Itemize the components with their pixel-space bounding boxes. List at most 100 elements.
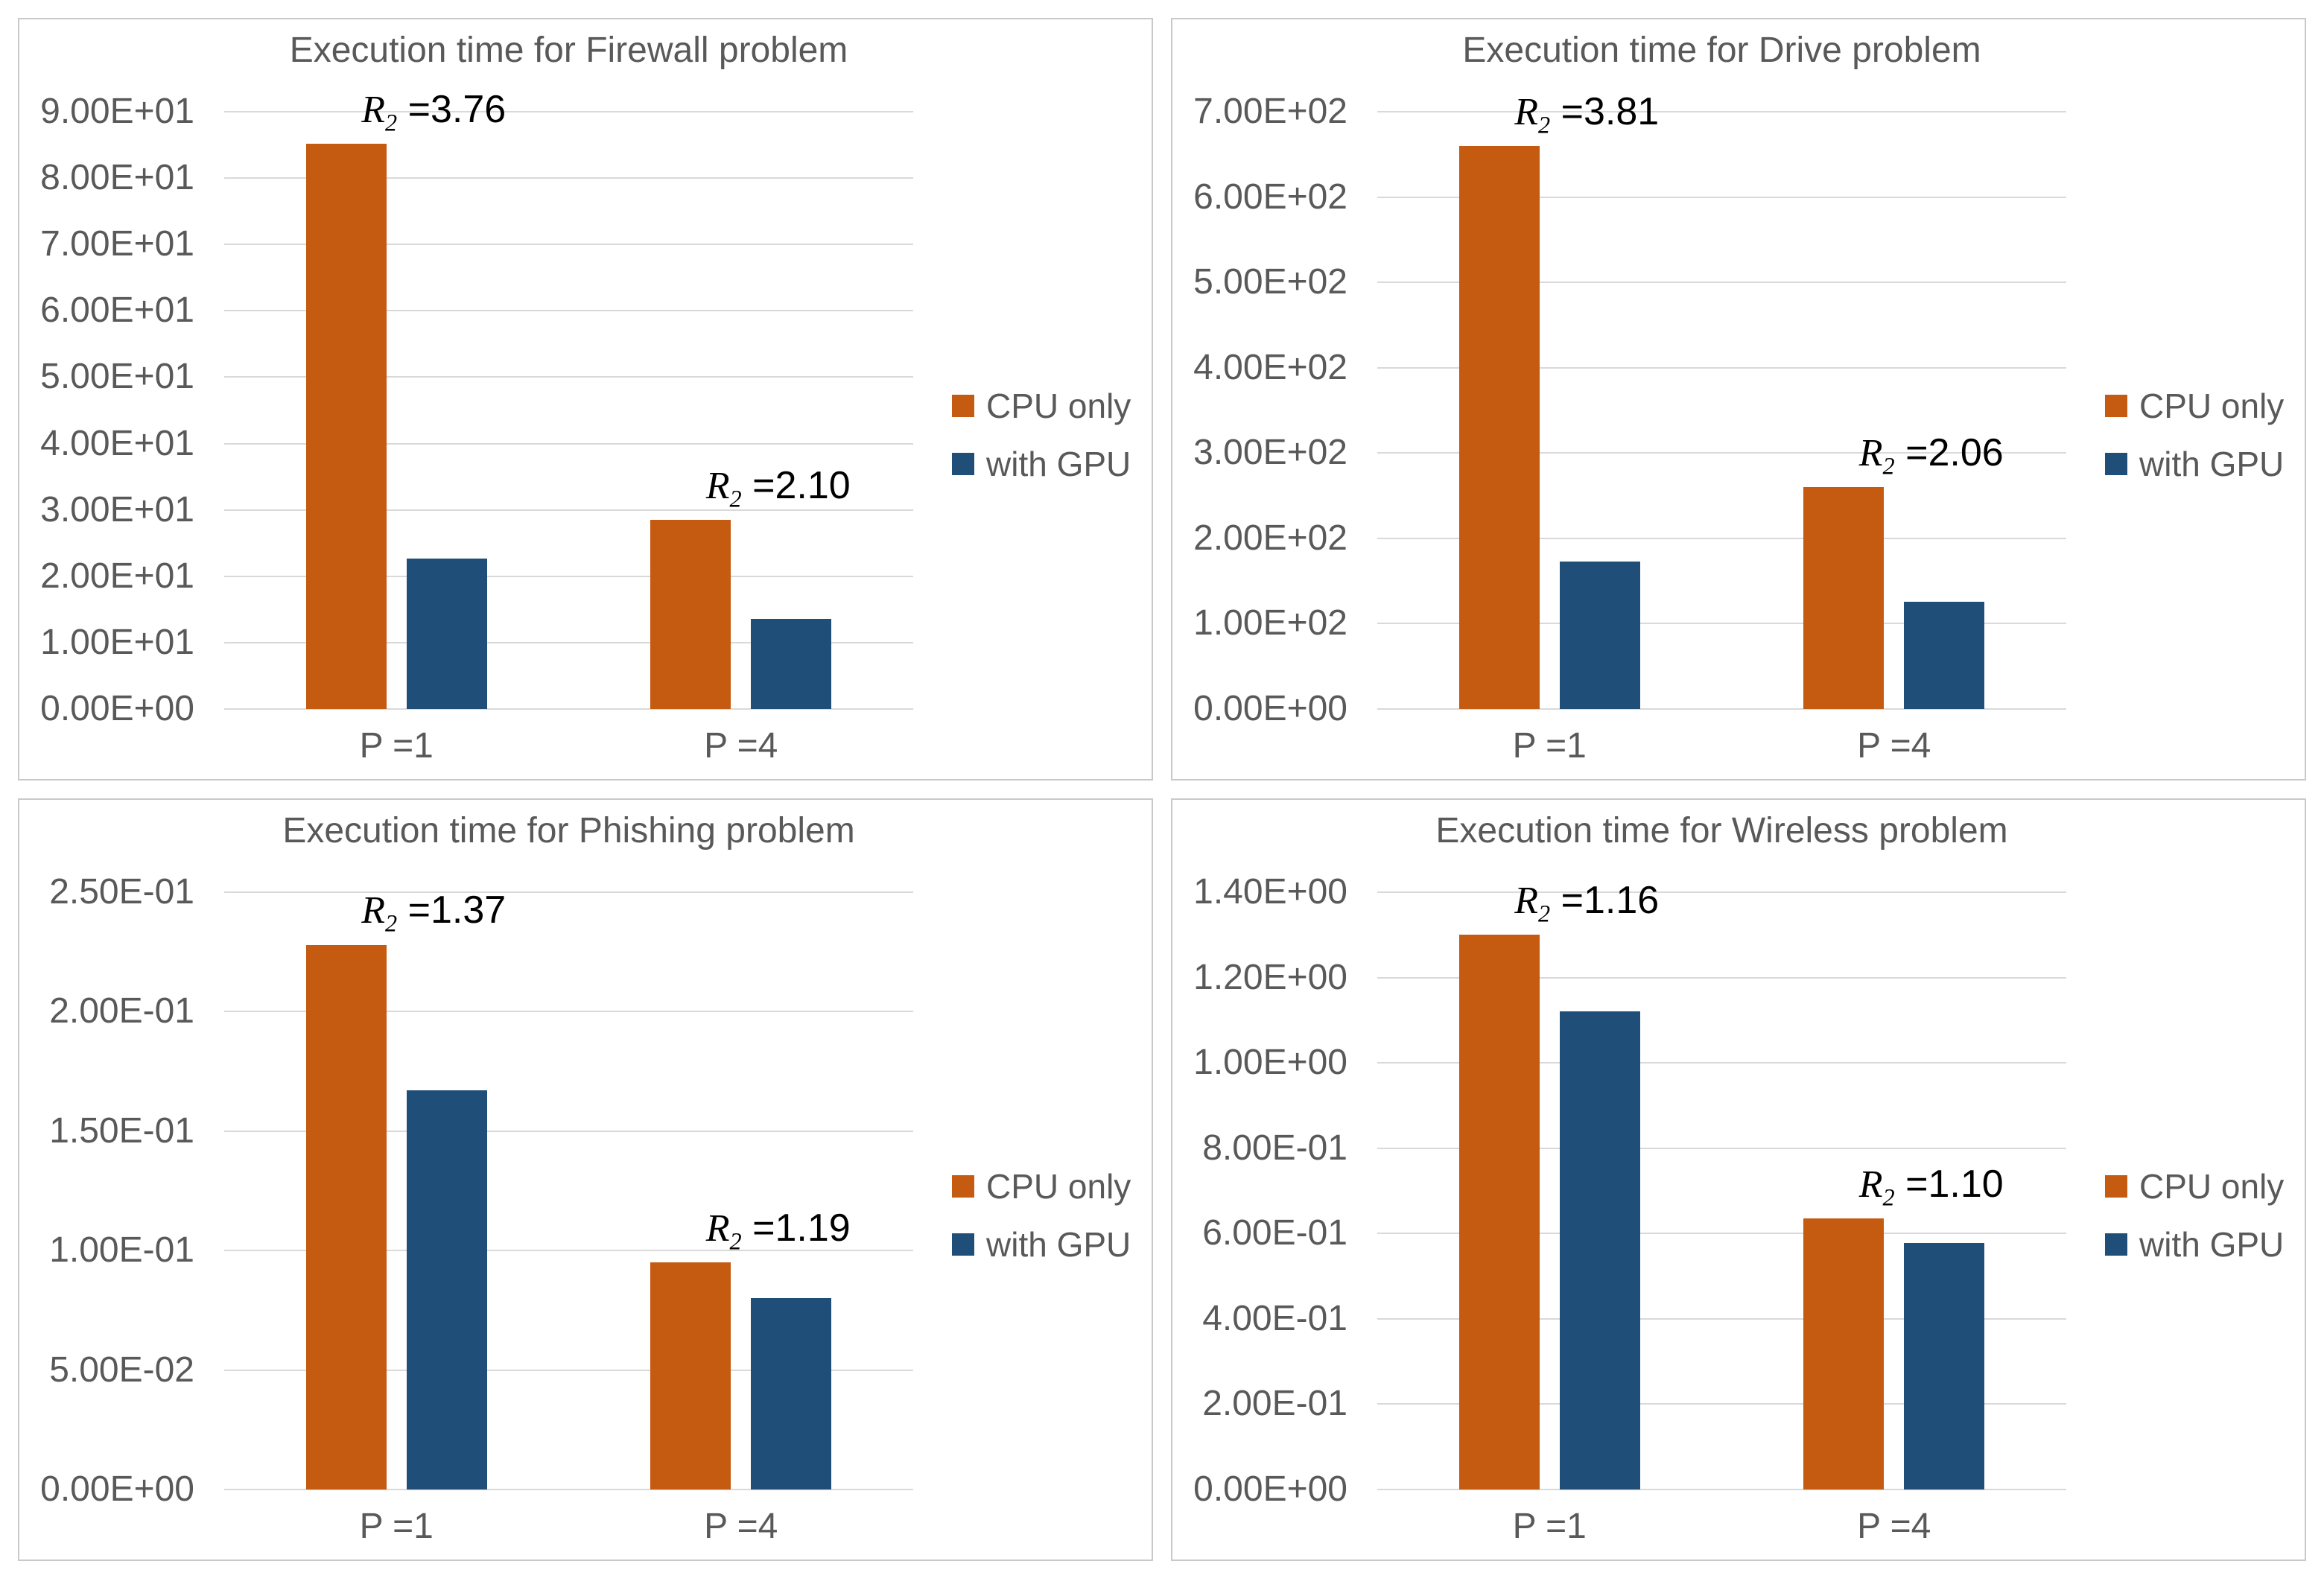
legend: CPU only with GPU bbox=[952, 386, 1131, 484]
y-axis-tick-label: 1.20E+00 bbox=[1193, 958, 1347, 997]
gridline bbox=[224, 244, 913, 245]
chart-title: Execution time for Drive problem bbox=[1462, 31, 1981, 70]
y-axis-tick-label: 2.50E-01 bbox=[49, 872, 194, 912]
gridline bbox=[224, 708, 913, 710]
annotation-value: =1.37 bbox=[397, 888, 507, 932]
chart-panel-drive: 7.00E+02 6.00E+02 5.00E+02 4.00E+02 3.00E+02… bbox=[1171, 18, 2306, 780]
y-axis-tick-label: 5.00E-02 bbox=[49, 1350, 194, 1390]
gridline bbox=[224, 111, 913, 112]
x-axis-category-label: P =1 bbox=[1512, 1507, 1587, 1546]
legend-swatch-cpu-only bbox=[952, 395, 974, 417]
annotation-value: =1.10 bbox=[1894, 1162, 2004, 1206]
y-axis-tick-label: 8.00E-01 bbox=[1202, 1128, 1347, 1168]
x-axis-category-label: P =4 bbox=[1857, 1507, 1931, 1546]
bar-cpu-only bbox=[1803, 487, 1884, 709]
bar-cpu-only bbox=[650, 520, 731, 709]
annotation-subscript: 2 bbox=[1882, 1183, 1895, 1211]
annotation-subscript: 2 bbox=[385, 909, 398, 937]
y-axis-tick-label: 7.00E+02 bbox=[1193, 92, 1347, 131]
y-axis-tick-label: 1.00E-01 bbox=[49, 1230, 194, 1270]
plot-area: 9.00E+01 8.00E+01 7.00E+01 6.00E+01 5.00E+01… bbox=[19, 19, 1152, 779]
gridline bbox=[1377, 111, 2066, 112]
gridline bbox=[1377, 1403, 2066, 1405]
legend-label: with GPU bbox=[2139, 445, 2285, 483]
legend-swatch-with-gpu bbox=[952, 1233, 974, 1256]
chart-panel-phishing: 2.50E-01 2.00E-01 1.50E-01 1.00E-01 5.00E-02… bbox=[18, 798, 1153, 1561]
bar-cpu-only bbox=[1459, 935, 1540, 1490]
annotation-symbol: R bbox=[361, 889, 386, 932]
ratio-annotation: R2 =1.16 bbox=[1514, 878, 1659, 927]
legend-swatch-cpu-only bbox=[2105, 1175, 2127, 1198]
annotation-subscript: 2 bbox=[729, 1227, 742, 1255]
ratio-annotation: R2 =2.10 bbox=[706, 463, 851, 512]
y-axis-tick-label: 3.00E+01 bbox=[40, 490, 194, 530]
gridline bbox=[1377, 977, 2066, 979]
annotation-value: =1.19 bbox=[741, 1206, 851, 1250]
y-axis-tick-label: 0.00E+00 bbox=[1193, 1469, 1347, 1509]
legend-item-with-gpu: with GPU bbox=[952, 444, 1131, 484]
gridline bbox=[1377, 452, 2066, 454]
chart-panel-firewall: 9.00E+01 8.00E+01 7.00E+01 6.00E+01 5.00E+01… bbox=[18, 18, 1153, 780]
y-axis-tick-label: 3.00E+02 bbox=[1193, 433, 1347, 472]
x-axis-category-label: P =4 bbox=[1857, 726, 1931, 766]
y-axis-tick-label: 5.00E+02 bbox=[1193, 262, 1347, 302]
legend-swatch-with-gpu bbox=[2105, 1233, 2127, 1256]
gridline bbox=[224, 1011, 913, 1012]
gridline bbox=[1377, 1318, 2066, 1320]
plot-area: 1.40E+00 1.20E+00 1.00E+00 8.00E-01 6.00E-01… bbox=[1172, 800, 2305, 1560]
legend: CPU only with GPU bbox=[2105, 386, 2284, 484]
y-axis-tick-label: 0.00E+00 bbox=[40, 1469, 194, 1509]
annotation-value: =1.16 bbox=[1550, 879, 1660, 923]
annotation-value: =3.76 bbox=[397, 87, 507, 131]
legend-item-cpu-only: CPU only bbox=[952, 386, 1131, 426]
bar-with-gpu bbox=[1560, 1011, 1640, 1490]
annotation-subscript: 2 bbox=[385, 108, 398, 136]
y-axis-tick-label: 1.50E-01 bbox=[49, 1111, 194, 1151]
gridline bbox=[224, 1250, 913, 1251]
y-axis-tick-label: 6.00E-01 bbox=[1202, 1213, 1347, 1253]
chart-title: Execution time for Phishing problem bbox=[282, 811, 855, 851]
annotation-subscript: 2 bbox=[1882, 452, 1895, 480]
x-axis-category-label: P =1 bbox=[359, 1507, 434, 1546]
bar-cpu-only bbox=[306, 945, 387, 1490]
bar-with-gpu bbox=[1904, 602, 1984, 709]
annotation-subscript: 2 bbox=[729, 485, 742, 512]
ratio-annotation: R2 =2.06 bbox=[1859, 430, 2004, 480]
annotation-value: =3.81 bbox=[1550, 89, 1660, 133]
legend-label: CPU only bbox=[986, 1167, 1131, 1206]
y-axis-tick-label: 2.00E+01 bbox=[40, 556, 194, 596]
y-axis-tick-label: 6.00E+01 bbox=[40, 290, 194, 330]
y-axis-tick-label: 1.00E+01 bbox=[40, 623, 194, 662]
legend: CPU only with GPU bbox=[2105, 1166, 2284, 1265]
gridline bbox=[224, 1131, 913, 1132]
y-axis-tick-label: 4.00E-01 bbox=[1202, 1299, 1347, 1338]
gridline bbox=[224, 642, 913, 643]
gridline bbox=[1377, 1233, 2066, 1234]
gridline bbox=[224, 509, 913, 511]
y-axis-tick-label: 9.00E+01 bbox=[40, 92, 194, 131]
plot-area: 7.00E+02 6.00E+02 5.00E+02 4.00E+02 3.00E+02… bbox=[1172, 19, 2305, 779]
y-axis-tick-label: 0.00E+00 bbox=[1193, 689, 1347, 728]
y-axis-tick-label: 7.00E+01 bbox=[40, 224, 194, 264]
ratio-annotation: R2 =1.10 bbox=[1859, 1162, 2004, 1211]
chart-panel-wireless: 1.40E+00 1.20E+00 1.00E+00 8.00E-01 6.00E-01… bbox=[1171, 798, 2306, 1561]
y-axis-tick-label: 0.00E+00 bbox=[40, 689, 194, 728]
annotation-subscript: 2 bbox=[1538, 110, 1551, 138]
annotation-symbol: R bbox=[705, 1206, 730, 1250]
legend-item-cpu-only: CPU only bbox=[2105, 386, 2284, 426]
gridline bbox=[224, 891, 913, 893]
annotation-symbol: R bbox=[361, 88, 386, 131]
annotation-symbol: R bbox=[1858, 1163, 1883, 1206]
gridline bbox=[1377, 1062, 2066, 1064]
ratio-annotation: R2 =3.81 bbox=[1514, 89, 1659, 139]
gridline bbox=[1377, 1489, 2066, 1490]
legend-label: CPU only bbox=[2139, 1167, 2285, 1206]
legend-label: with GPU bbox=[2139, 1225, 2285, 1264]
chart-title: Execution time for Firewall problem bbox=[289, 31, 848, 70]
gridline bbox=[1377, 708, 2066, 710]
legend-label: with GPU bbox=[986, 1225, 1131, 1264]
annotation-subscript: 2 bbox=[1538, 900, 1551, 927]
gridline bbox=[1377, 197, 2066, 198]
x-axis-category-label: P =1 bbox=[1512, 726, 1587, 766]
ratio-annotation: R2 =3.76 bbox=[361, 87, 506, 136]
